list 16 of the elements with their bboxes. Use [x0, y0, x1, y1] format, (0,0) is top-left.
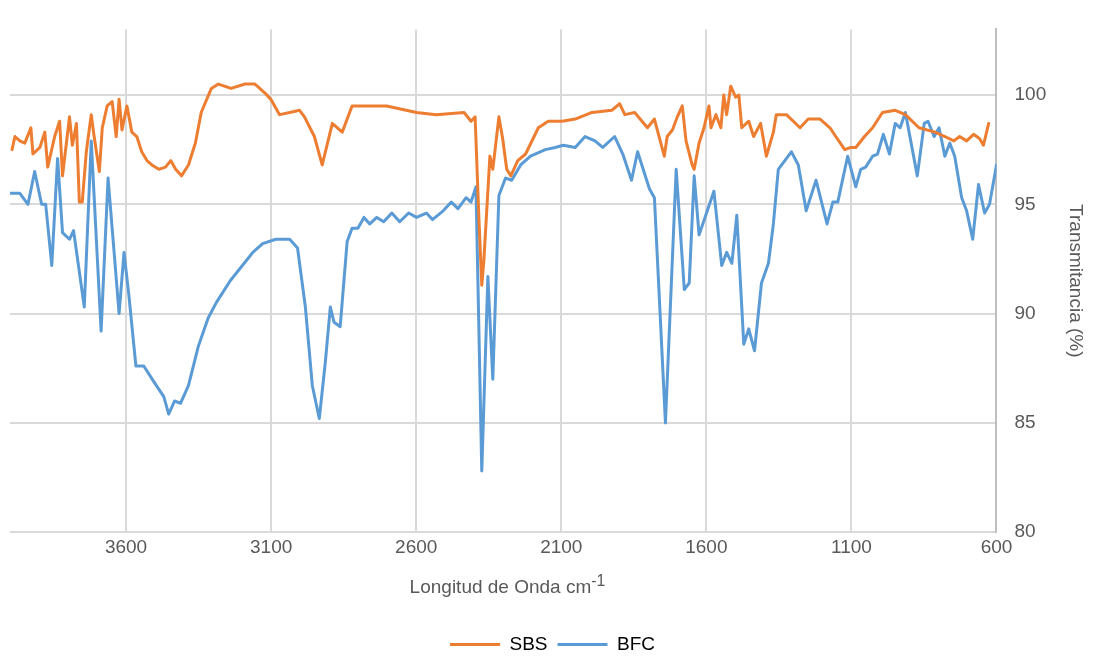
x-tick-label: 2600 [395, 535, 438, 557]
y-tick-label: 100 [1014, 83, 1047, 105]
y-tick-label: 95 [1014, 192, 1036, 214]
x-axis-title: Longitud de Onda cm$^{-1}$ [408, 572, 607, 599]
y-tick-label: 80 [1014, 520, 1036, 542]
x-tick-label: 1600 [685, 535, 728, 557]
x-tick-label: 600 [980, 535, 1013, 557]
legend-label: SBS [509, 632, 548, 654]
y-tick-label: 85 [1014, 411, 1036, 433]
x-tick-label: 2100 [540, 535, 583, 557]
y-axis-title: Transmitancia (%) [1066, 204, 1088, 358]
legend-label: BFC [617, 632, 656, 654]
y-tick-label: 90 [1014, 301, 1036, 323]
x-tick-label: 1100 [831, 535, 872, 557]
x-tick-label: 3600 [104, 535, 148, 557]
x-tick-label: 3100 [249, 535, 293, 557]
